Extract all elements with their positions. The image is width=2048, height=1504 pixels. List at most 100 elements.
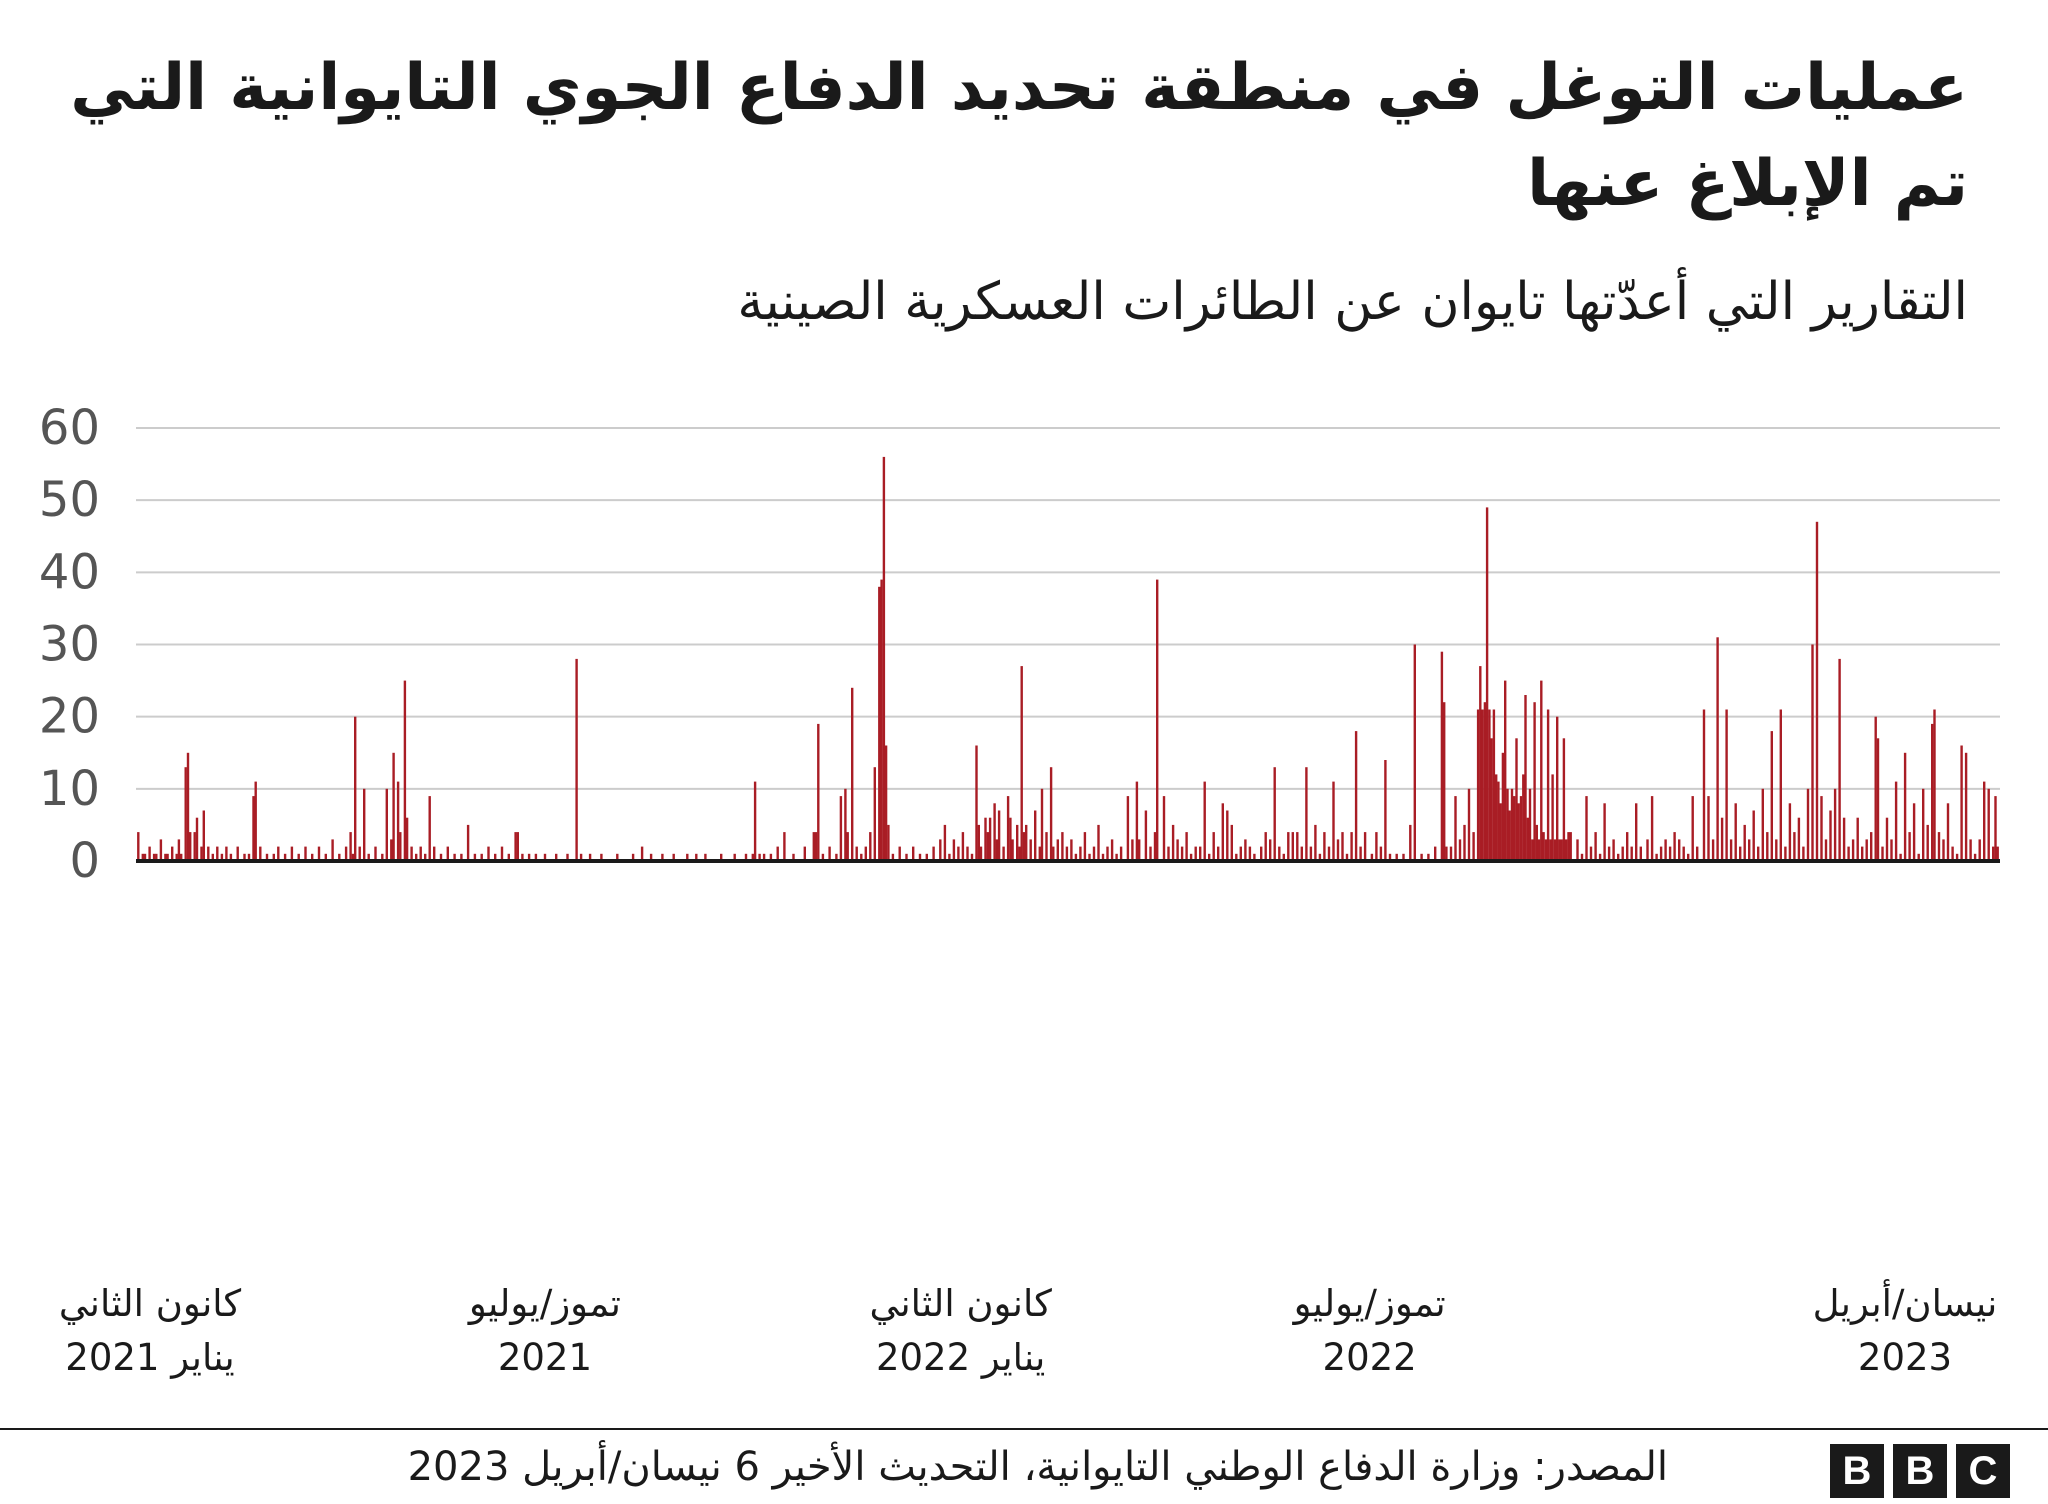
bar-2022-08-18 bbox=[1476, 709, 1480, 861]
bar-2021-05-09 bbox=[424, 853, 427, 861]
bar-2022-07-10 bbox=[1388, 853, 1392, 861]
bar-2021-02-23 bbox=[254, 781, 257, 861]
bar-2022-01-17 bbox=[995, 839, 998, 861]
bar-2022-12-26 bbox=[1770, 731, 1773, 861]
bar-2022-10-15 bbox=[1607, 846, 1611, 861]
x-tick-label-3: كانون الثاني يناير 2022 bbox=[869, 1277, 1051, 1385]
x-tick-label-3-line-1: كانون الثاني bbox=[869, 1282, 1052, 1325]
bar-2022-08-24 bbox=[1490, 738, 1493, 861]
bar-2022-09-04 bbox=[1515, 738, 1518, 861]
bar-2023-03-24 bbox=[1969, 839, 1972, 861]
bar-2021-08-09 bbox=[631, 853, 635, 861]
x-tick-label-5: نيسان/أبريل 2023 bbox=[1813, 1277, 1998, 1385]
bar-2023-02-15 bbox=[1885, 817, 1889, 861]
bar-2022-07-21 bbox=[1413, 644, 1416, 861]
bar-2023-02-27 bbox=[1912, 803, 1916, 861]
bar-2023-03-28 bbox=[1978, 839, 1981, 861]
bar-2023-04-05 bbox=[1996, 846, 1999, 861]
bar-2022-11-15 bbox=[1678, 839, 1681, 861]
bar-2023-03-10 bbox=[1937, 832, 1941, 861]
bar-2022-09-27 bbox=[1567, 832, 1570, 861]
bar-chart: 0 10 20 30 40 50 60 bbox=[39, 400, 2000, 889]
bar-2021-07-06 bbox=[555, 853, 558, 861]
bar-2021-01-23 bbox=[184, 767, 187, 861]
bar-2021-04-27 bbox=[396, 781, 400, 861]
bar-2021-03-03 bbox=[272, 853, 275, 861]
bar-2022-08-06 bbox=[1449, 846, 1453, 861]
bar-2022-11-13 bbox=[1673, 832, 1676, 861]
bar-2022-02-05 bbox=[1038, 846, 1041, 861]
bar-2023-03-30 bbox=[1983, 781, 1986, 861]
bar-2021-07-17 bbox=[579, 853, 583, 861]
bar-2021-09-28 bbox=[744, 853, 748, 861]
bar-2022-05-03 bbox=[1235, 853, 1238, 861]
bar-2022-09-24 bbox=[1560, 839, 1563, 861]
bar-2023-03-16 bbox=[1951, 846, 1954, 861]
bar-2021-04-28 bbox=[399, 832, 402, 861]
bar-2022-12-12 bbox=[1739, 846, 1742, 861]
bar-2021-04-08 bbox=[354, 716, 357, 861]
bar-2021-04-17 bbox=[374, 846, 377, 861]
bar-2022-08-31 bbox=[1506, 788, 1509, 861]
bar-2022-01-08 bbox=[975, 745, 978, 861]
bar-2023-02-25 bbox=[1908, 832, 1911, 861]
bar-2022-11-30 bbox=[1711, 839, 1715, 861]
bar-2022-05-16 bbox=[1264, 832, 1267, 861]
bar-2021-10-09 bbox=[769, 853, 773, 861]
x-tick-label-2: تموز/يوليو 2021 bbox=[469, 1277, 621, 1385]
bar-2022-04-23 bbox=[1212, 832, 1215, 861]
bar-2022-08-02 bbox=[1440, 651, 1444, 861]
bar-2022-09-15 bbox=[1540, 680, 1543, 861]
bar-2022-09-01 bbox=[1508, 810, 1511, 861]
bar-2022-11-19 bbox=[1687, 853, 1690, 861]
bar-2021-02-06 bbox=[216, 846, 219, 861]
bar-2022-11-26 bbox=[1702, 709, 1706, 861]
bar-2022-03-21 bbox=[1138, 839, 1141, 861]
bar-2021-04-06 bbox=[349, 832, 352, 861]
bar-2022-03-24 bbox=[1144, 810, 1148, 861]
bar-2022-06-29 bbox=[1363, 832, 1367, 861]
bar-2022-09-11 bbox=[1531, 839, 1534, 861]
bar-2021-01-20 bbox=[177, 839, 181, 861]
bar-2022-09-20 bbox=[1551, 774, 1554, 861]
bar-2021-04-25 bbox=[392, 752, 395, 862]
bar-2021-03-08 bbox=[283, 853, 287, 861]
bar-2022-01-04 bbox=[966, 846, 969, 861]
bar-2022-06-09 bbox=[1318, 853, 1322, 861]
bar-2021-08-02 bbox=[616, 853, 619, 861]
bar-2022-12-06 bbox=[1725, 709, 1728, 861]
bar-2023-01-31 bbox=[1851, 839, 1855, 861]
bar-2021-11-01 bbox=[821, 853, 825, 861]
bar-2022-07-06 bbox=[1379, 846, 1383, 861]
bar-2021-03-26 bbox=[324, 853, 327, 861]
bar-2022-09-17 bbox=[1544, 839, 1548, 861]
bar-2022-09-21 bbox=[1553, 839, 1557, 861]
bar-2022-11-23 bbox=[1696, 846, 1699, 861]
bar-2021-12-08 bbox=[905, 853, 908, 861]
bar-2023-02-21 bbox=[1899, 853, 1902, 861]
bar-2023-03-26 bbox=[1973, 853, 1977, 861]
bar-2022-03-07 bbox=[1106, 846, 1109, 861]
bar-2023-04-01 bbox=[1987, 788, 1990, 861]
bar-2021-10-02 bbox=[753, 781, 757, 861]
bar-2022-08-16 bbox=[1472, 832, 1475, 861]
bar-2021-03-20 bbox=[311, 853, 314, 861]
bar-2021-02-04 bbox=[211, 853, 214, 861]
bar-2022-06-05 bbox=[1309, 846, 1313, 861]
bar-2022-09-08 bbox=[1524, 695, 1527, 861]
bar-2022-10-09 bbox=[1594, 832, 1597, 861]
bar-2022-08-20 bbox=[1481, 709, 1484, 861]
bar-2022-07-19 bbox=[1409, 824, 1412, 861]
bar-2023-01-07 bbox=[1797, 817, 1801, 861]
bar-2021-03-14 bbox=[297, 853, 300, 861]
bar-2022-01-10 bbox=[979, 846, 983, 861]
bar-2023-02-06 bbox=[1865, 839, 1868, 861]
bar-2023-01-21 bbox=[1829, 810, 1832, 861]
bar-2022-08-10 bbox=[1458, 839, 1462, 861]
bar-2021-03-11 bbox=[290, 846, 294, 861]
bar-2022-08-22 bbox=[1485, 507, 1489, 861]
bar-2022-11-11 bbox=[1668, 846, 1672, 861]
bar-2021-10-15 bbox=[783, 832, 786, 861]
bar-2022-09-26 bbox=[1565, 839, 1568, 861]
bar-2021-01-05 bbox=[143, 853, 147, 861]
